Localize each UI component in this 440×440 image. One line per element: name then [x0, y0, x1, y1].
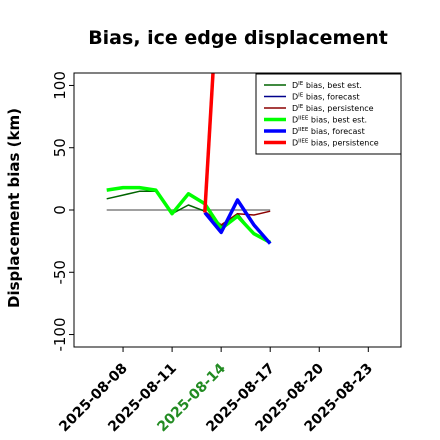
legend-label: DIIEE bias, best est. [292, 116, 367, 125]
legend: DIE bias, best est. DIE bias, forecast DIE… [255, 73, 402, 155]
y-tick-label: 100 [51, 71, 69, 100]
legend-label: DIIEE bias, forecast [292, 127, 365, 136]
series-line-5 [203, 73, 215, 213]
legend-frame [255, 73, 402, 155]
y-tick-label: 0 [51, 205, 69, 215]
legend-label: DIIEE bias, persistence [292, 139, 379, 148]
chart-title: Bias, ice edge displacement [88, 27, 388, 49]
legend-label: DIE bias, persistence [292, 104, 374, 113]
plot-area [106, 73, 272, 245]
series-line-0 [106, 190, 271, 244]
legend-label: DIE bias, forecast [292, 93, 360, 102]
series-line-3 [106, 185, 272, 244]
y-tick-label: 50 [51, 138, 69, 157]
y-axis-label: Displacement bias (km) [5, 108, 23, 308]
series-line-4 [203, 198, 272, 245]
y-tick-label: -50 [51, 260, 69, 285]
y-tick-label: -100 [51, 318, 69, 352]
legend-label: DIE bias, best est. [292, 81, 362, 90]
